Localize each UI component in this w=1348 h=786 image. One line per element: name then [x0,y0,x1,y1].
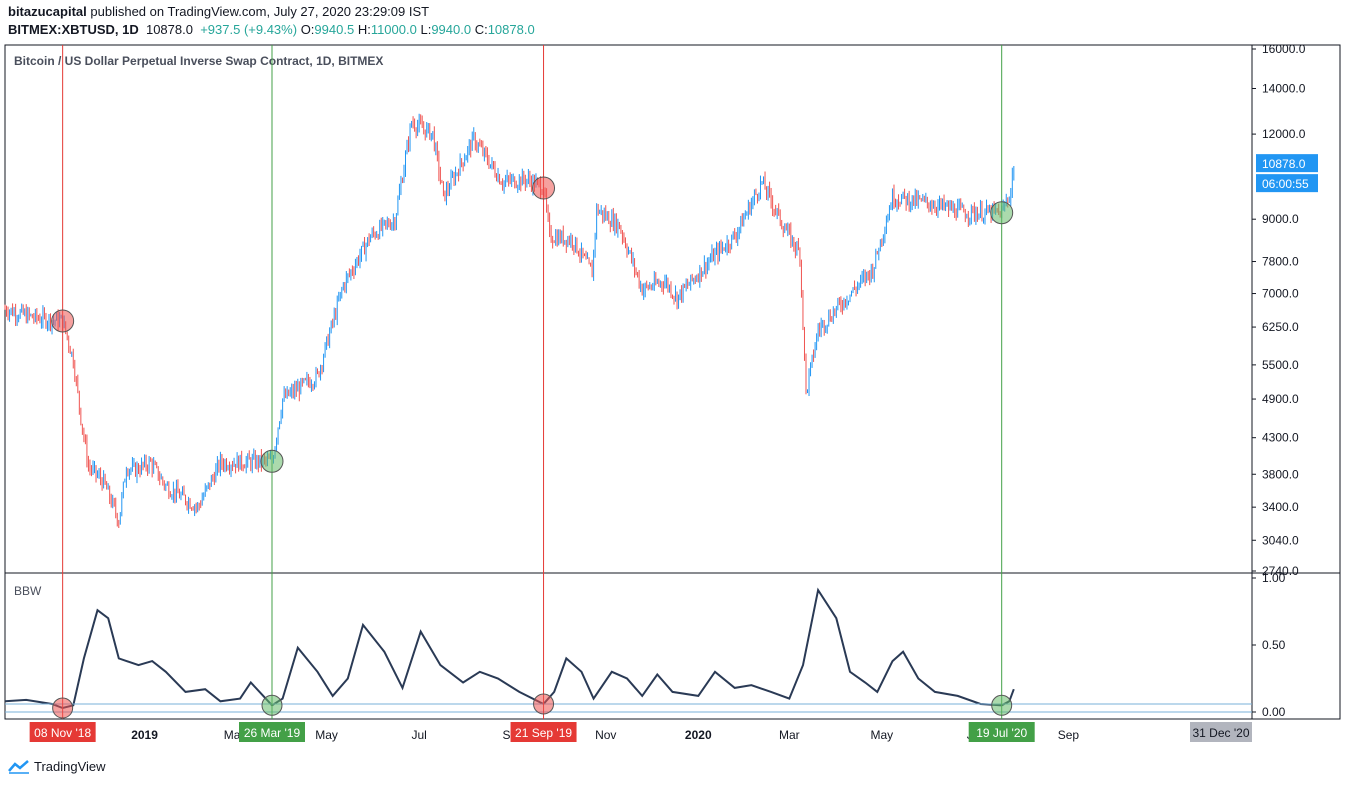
signal-price-circle [532,176,556,200]
chart-title: Bitcoin / US Dollar Perpetual Inverse Sw… [14,54,383,68]
price-tick-label: 7000.0 [1262,287,1299,301]
bbw-tick-label: 1.00 [1262,571,1286,585]
signal-price-circle [260,449,284,473]
bbw-title: BBW [14,584,42,598]
price-tick-label: 4300.0 [1262,431,1299,445]
tradingview-footer[interactable]: TradingView [8,759,106,774]
chart-frame [4,44,1341,720]
time-tick-label: May [315,728,338,742]
time-tick-label: Jul [411,728,426,742]
date-marker-badge [510,722,577,742]
symbol-label: BITMEX:XBTUSD, 1D [8,22,139,37]
last-price-tag-label: 10878.0 [1262,157,1306,171]
high-label: H: [357,22,371,37]
last-price: 10878.0 [145,22,193,37]
time-tick-label: May [871,728,894,742]
price-tick-label: 14000.0 [1262,82,1306,96]
range-end-label: 31 Dec '20 [1193,726,1250,740]
time-tick-label: Sep [1058,728,1080,742]
countdown-tag-label: 06:00:55 [1262,177,1309,191]
publish-header: bitazucapital published on TradingView.c… [8,4,429,19]
open-label: O: [300,22,315,37]
price-tick-label: 16000.0 [1262,42,1306,56]
low-value: 9940.0 [431,22,472,37]
ohlc-header: BITMEX:XBTUSD, 1D 10878.0 +937.5 (+9.43%… [8,22,535,37]
time-tick-label: Nov [595,728,616,742]
close-label: C: [474,22,488,37]
close-value: 10878.0 [487,22,535,37]
date-marker-badge [29,722,96,742]
countdown-tag [1256,174,1318,193]
signal-price-circle [51,309,75,333]
publish-info: published on TradingView.com, July 27, 2… [90,4,430,19]
signal-bbw-circle [991,694,1013,716]
price-tick-label: 2740.0 [1262,564,1299,578]
price-tick-label: 9000.0 [1262,212,1299,226]
date-marker-label: 26 Mar '19 [244,726,301,740]
tradingview-logo-icon [8,759,29,774]
author-name[interactable]: bitazucapital [8,4,87,19]
bbw-tick-label: 0.00 [1262,705,1286,719]
date-marker-badge [238,722,305,742]
range-end-badge [1190,722,1252,742]
tradingview-brand: TradingView [34,759,106,774]
date-marker-label: 21 Sep '19 [515,726,572,740]
date-marker-badge [968,722,1035,742]
date-marker-label: 19 Jul '20 [976,726,1027,740]
signal-bbw-circle [261,694,283,716]
signal-bbw-circle [52,697,74,719]
high-value: 11000.0 [370,22,417,37]
price-tick-label: 5500.0 [1262,358,1299,372]
price-tick-label: 4900.0 [1262,392,1299,406]
signal-price-circle [990,201,1014,225]
price-tick-label: 12000.0 [1262,127,1306,141]
date-marker-label: 08 Nov '18 [34,726,91,740]
bbw-tick-label: 0.50 [1262,638,1286,652]
last-price-tag [1256,154,1318,173]
price-tick-label: 3400.0 [1262,500,1299,514]
time-tick-label: 2019 [131,728,158,742]
price-tick-label: 3040.0 [1262,533,1299,547]
bbw-line [4,587,1015,710]
low-label: L: [420,22,432,37]
price-tick-label: 7800.0 [1262,255,1299,269]
time-tick-label: 2020 [685,728,712,742]
price-change: +937.5 (+9.43%) [200,22,298,37]
open-value: 9940.5 [314,22,355,37]
signal-bbw-circle [533,693,555,715]
price-tick-label: 6250.0 [1262,320,1299,334]
price-tick-label: 3800.0 [1262,467,1299,481]
time-tick-label: Mar [779,728,800,742]
